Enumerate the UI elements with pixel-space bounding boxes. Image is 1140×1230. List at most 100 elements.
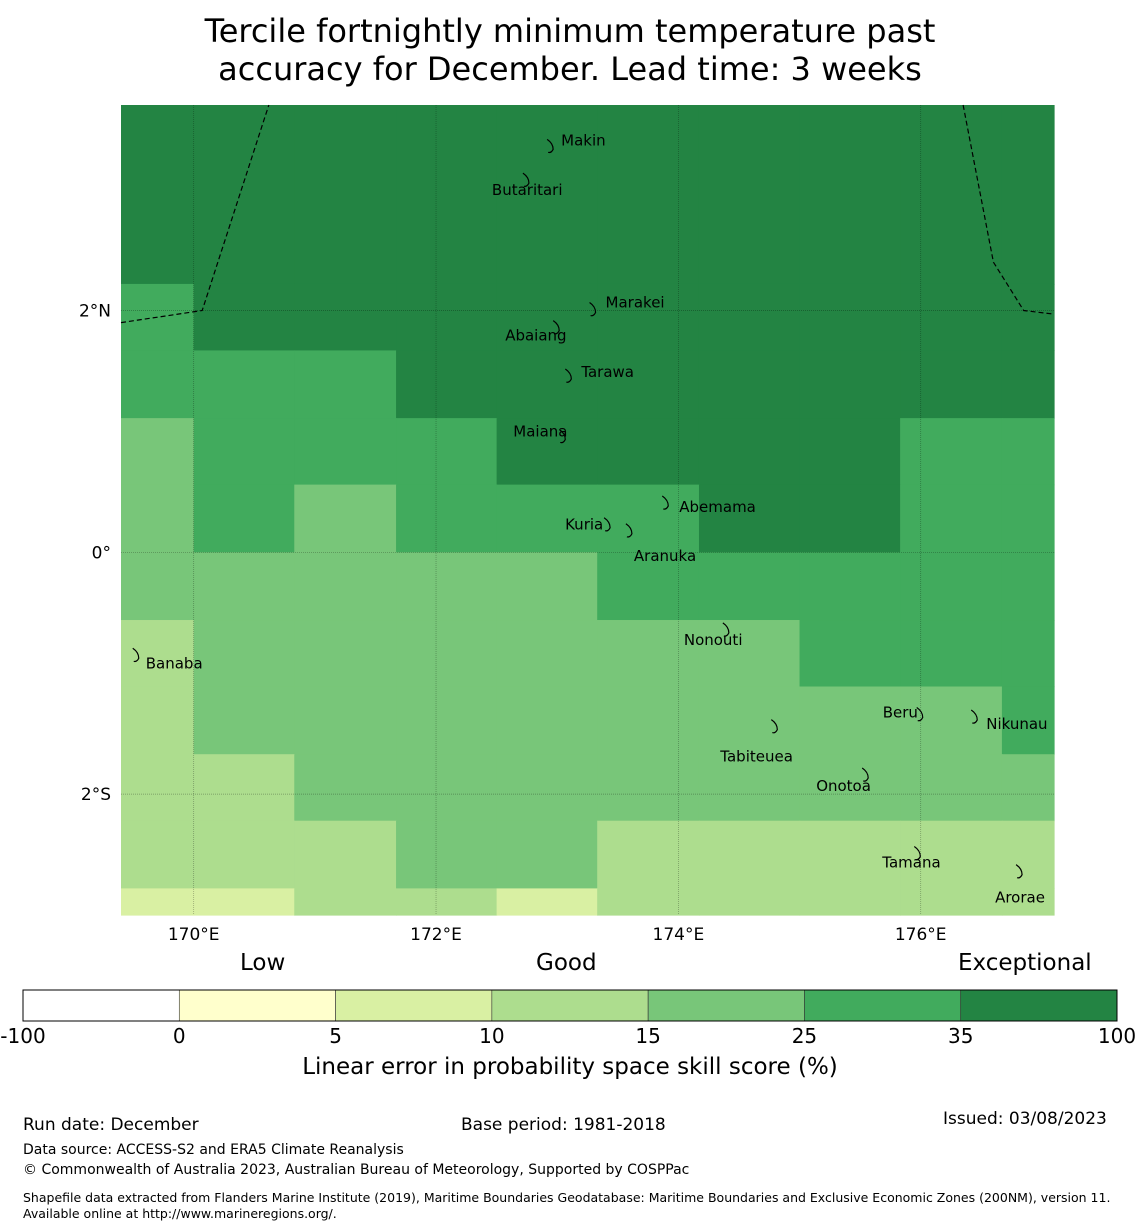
skill-cell (597, 350, 700, 419)
skill-cell (799, 620, 901, 688)
skill-cell (294, 418, 397, 486)
colorbar-segment (491, 989, 649, 1022)
skill-cell (900, 754, 1003, 822)
colorbar-label-low: Low (240, 950, 286, 976)
skill-cell (799, 418, 901, 486)
colorbar-segment (178, 989, 336, 1022)
skill-cell (698, 105, 801, 285)
skill-cell (496, 105, 598, 285)
colorbar-tick-label: -100 (0, 1024, 46, 1048)
skill-cell (1001, 754, 1055, 822)
data-source: Data source: ACCESS-S2 and ERA5 Climate … (23, 1142, 404, 1158)
island-outline (589, 302, 597, 317)
skill-cell (597, 552, 700, 621)
skill-cell (698, 552, 801, 621)
island-label: Abaiang (505, 327, 566, 345)
skill-cell (799, 350, 901, 419)
island-outline (132, 647, 140, 663)
island-label: Marakei (606, 294, 665, 312)
island-outline (564, 368, 572, 383)
skill-cell (900, 888, 1003, 916)
colorbar-tick-label: 0 (172, 1024, 186, 1048)
skill-cell (496, 418, 598, 486)
island-outline (546, 138, 554, 154)
skill-cell (1001, 552, 1055, 621)
skill-cell (121, 418, 195, 486)
island-outline (522, 172, 530, 187)
skill-cell (396, 283, 498, 352)
skill-cell (193, 620, 295, 688)
copyright: © Commonwealth of Australia 2023, Austra… (23, 1162, 690, 1178)
island-label: Tarawa (580, 363, 634, 381)
island-label: Beru (883, 704, 918, 722)
skill-cell (698, 418, 801, 486)
map-panel: Makin Butaritari Marakei Abaiang Tarawa Maian… (79, 104, 1055, 945)
lat-tick-label: 2°N (79, 302, 111, 322)
skill-cell (496, 283, 598, 352)
island-label: Abemama (679, 498, 756, 516)
skill-cell (1001, 820, 1055, 890)
chart-title: Tercile fortnightly minimum temperature … (0, 12, 1140, 88)
skill-cell (121, 820, 195, 890)
skill-cell (597, 484, 700, 553)
skill-cell (698, 283, 801, 352)
skill-cell (799, 686, 901, 755)
skill-cell (121, 105, 195, 285)
island-outline (625, 523, 633, 538)
skill-cell (396, 350, 498, 419)
skill-cell (597, 105, 700, 285)
skill-cell (698, 754, 801, 822)
colorbar-segment (335, 989, 493, 1022)
skill-cell (396, 484, 498, 553)
skill-cell (900, 686, 1003, 755)
skill-cell (1001, 105, 1055, 285)
colorbar-tick-label: 35 (947, 1024, 974, 1048)
skill-cell (1001, 418, 1055, 486)
island-outline (722, 622, 730, 637)
skill-cell (900, 820, 1003, 890)
skill-cell (294, 283, 397, 352)
skill-cell (294, 686, 397, 755)
skill-cell (698, 620, 801, 688)
island-outline (913, 846, 921, 861)
lat-tick-label: 0° (92, 543, 111, 563)
skill-cell (799, 283, 901, 352)
island-outline (552, 320, 560, 335)
colorbar-segment (804, 989, 962, 1022)
skill-cell (900, 350, 1003, 419)
skill-cell (698, 350, 801, 419)
colorbar-segment (960, 989, 1118, 1022)
colorbar-label-good: Good (536, 950, 597, 976)
colorbar-tick-label: 25 (791, 1024, 818, 1048)
skill-cell (799, 754, 901, 822)
skill-cell (294, 888, 397, 916)
skill-cell (193, 283, 295, 352)
title-line-1: Tercile fortnightly minimum temperature … (204, 12, 936, 50)
skill-cell (121, 552, 195, 621)
island-outline (661, 495, 669, 510)
skill-cell (121, 754, 195, 822)
skill-cell (597, 418, 700, 486)
lon-tick-label: 176°E (895, 925, 947, 945)
eez-boundary (962, 104, 1055, 315)
lon-tick-label: 174°E (653, 925, 705, 945)
skill-cell (294, 820, 397, 890)
skill-cell (294, 620, 397, 688)
skill-cell (496, 552, 598, 621)
island-label: Tamana (881, 854, 940, 872)
island-label: Aranuka (634, 547, 696, 565)
skill-cell (597, 686, 700, 755)
island-label: Arorae (995, 889, 1045, 907)
skill-cell (698, 888, 801, 916)
colorbar-title: Linear error in probability space skill … (302, 1054, 838, 1080)
island-label: Nikunau (986, 715, 1047, 733)
skill-cell (193, 820, 295, 890)
skill-cell (193, 754, 295, 822)
skill-cell (900, 105, 1003, 285)
skill-cell (496, 820, 598, 890)
skill-cell (900, 283, 1003, 352)
skill-cell (698, 686, 801, 755)
skill-cell (294, 484, 397, 553)
skill-cell (1001, 620, 1055, 688)
skill-cell (496, 686, 598, 755)
